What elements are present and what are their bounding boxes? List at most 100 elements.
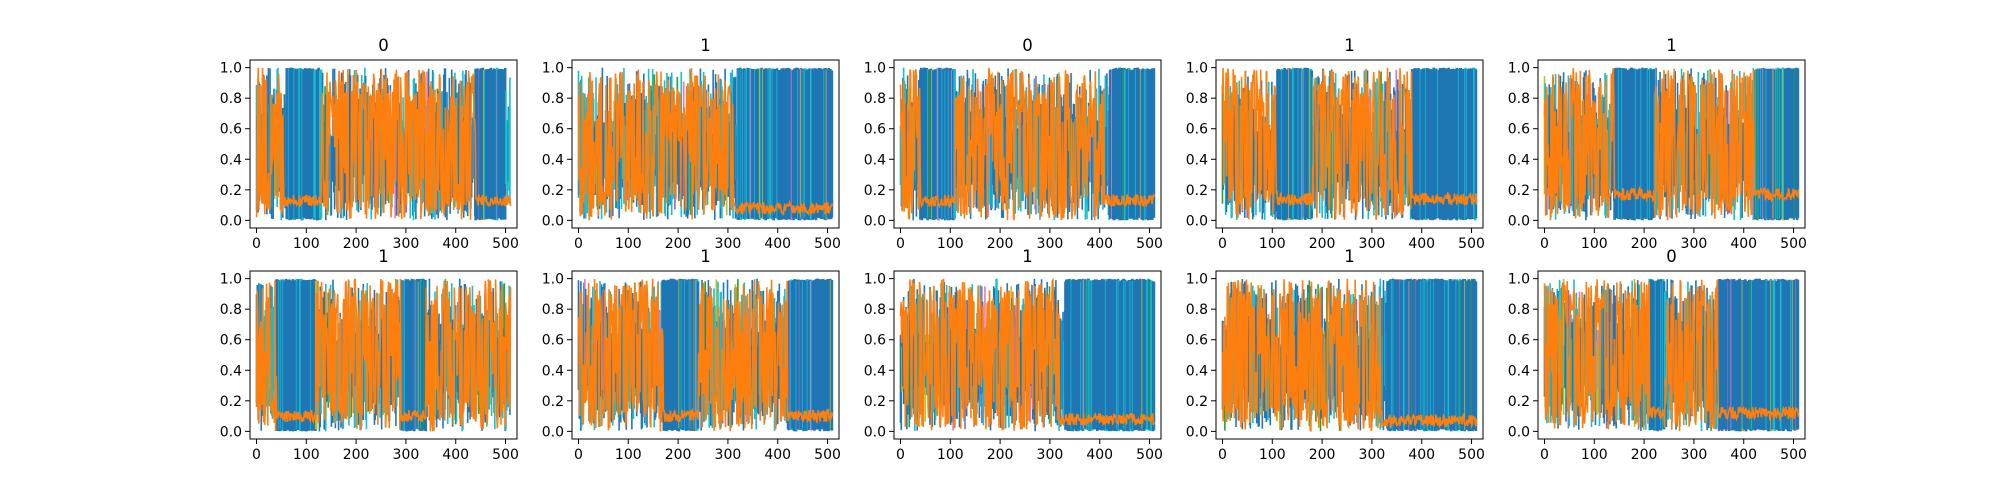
y-tick-label: 0.4 <box>1508 152 1530 168</box>
x-tick-label: 300 <box>1681 236 1708 252</box>
y-tick-label: 0.4 <box>220 152 242 168</box>
y-tick-label: 0.6 <box>1508 122 1530 138</box>
y-tick-label: 0.4 <box>864 152 886 168</box>
x-tick-label: 300 <box>715 447 742 463</box>
x-tick-label: 200 <box>987 447 1014 463</box>
axes-frame <box>893 59 1162 229</box>
y-tick-label: 0.2 <box>220 183 242 199</box>
x-tick-label: 400 <box>1730 447 1757 463</box>
y-tick-label: 0.4 <box>1186 363 1208 379</box>
x-tick-label: 200 <box>1631 447 1658 463</box>
subplot-9: 1 0 100 200 300 400 500 0.0 0.2 0.4 0.6 0.8 1.0 <box>1186 247 1485 463</box>
x-tick-label: 300 <box>1037 447 1064 463</box>
orange-series-line <box>1221 67 1478 220</box>
x-tick-label: 0 <box>896 236 905 252</box>
x-tick-label: 0 <box>252 447 261 463</box>
y-tick-label: 1.0 <box>1186 272 1208 288</box>
y-tick-label: 0.4 <box>1186 152 1208 168</box>
x-tick-label: 400 <box>1408 447 1435 463</box>
y-tick-label: 1.0 <box>542 272 564 288</box>
x-tick-label: 500 <box>492 447 519 463</box>
subplot-3: 0 0 100 200 300 400 500 0.0 0.2 0.4 0.6 0.8 1.0 <box>864 36 1163 252</box>
subplot-title: 0 <box>1666 247 1677 266</box>
y-tick-label: 0.0 <box>1508 424 1530 440</box>
subplot-title: 1 <box>700 247 711 266</box>
y-tick-label: 0.6 <box>220 122 242 138</box>
y-tick-label: 0.8 <box>220 302 242 318</box>
orange-series-line <box>577 278 834 432</box>
x-tick-label: 500 <box>1136 236 1163 252</box>
y-tick-label: 0.6 <box>1508 333 1530 349</box>
subplot-5: 1 0 100 200 300 400 500 0.0 0.2 0.4 0.6 0.8 1.0 <box>1508 36 1807 252</box>
y-tick-label: 0.8 <box>542 91 564 107</box>
x-tick-label: 0 <box>574 236 583 252</box>
y-tick-label: 0.4 <box>542 363 564 379</box>
y-tick-label: 0.2 <box>1508 183 1530 199</box>
orange-series-line <box>255 67 512 220</box>
orange-series-line <box>577 68 834 221</box>
orange-series-line <box>1543 68 1800 221</box>
y-tick-label: 0.8 <box>864 302 886 318</box>
x-tick-label: 0 <box>1218 447 1227 463</box>
x-tick-label: 0 <box>896 447 905 463</box>
x-tick-label: 500 <box>1458 236 1485 252</box>
x-tick-label: 100 <box>293 447 320 463</box>
y-tick-label: 0.6 <box>1186 333 1208 349</box>
subplot-6: 1 0 100 200 300 400 500 0.0 0.2 0.4 0.6 0.8 1.0 <box>220 247 519 463</box>
y-tick-label: 0.4 <box>864 363 886 379</box>
x-tick-label: 500 <box>814 447 841 463</box>
y-tick-label: 0.8 <box>1508 91 1530 107</box>
y-tick-label: 0.0 <box>220 424 242 440</box>
axes-frame <box>893 270 1162 440</box>
plot-area <box>899 67 1156 221</box>
y-tick-label: 1.0 <box>220 61 242 77</box>
y-tick-label: 0.2 <box>220 394 242 410</box>
orange-series-line <box>255 278 512 432</box>
x-tick-label: 100 <box>615 236 642 252</box>
y-tick-label: 0.8 <box>542 302 564 318</box>
subplot-1: 0 0 100 200 300 400 500 0.0 0.2 0.4 0.6 0.8 1.0 <box>220 36 519 252</box>
y-tick-label: 1.0 <box>220 272 242 288</box>
x-tick-label: 400 <box>764 236 791 252</box>
x-tick-label: 500 <box>1780 236 1807 252</box>
x-tick-label: 100 <box>615 447 642 463</box>
axes-frame <box>1215 270 1484 440</box>
y-tick-label: 1.0 <box>1508 61 1530 77</box>
subplot-4: 1 0 100 200 300 400 500 0.0 0.2 0.4 0.6 0.8 1.0 <box>1186 36 1485 252</box>
x-tick-label: 300 <box>1359 236 1386 252</box>
y-tick-label: 0.0 <box>542 424 564 440</box>
x-tick-label: 100 <box>1581 447 1608 463</box>
orange-series-line <box>1221 278 1478 432</box>
x-tick-label: 300 <box>393 447 420 463</box>
x-tick-label: 400 <box>1086 236 1113 252</box>
plot-area <box>577 67 834 221</box>
x-tick-label: 500 <box>1780 447 1807 463</box>
y-tick-label: 0.6 <box>220 333 242 349</box>
y-tick-label: 1.0 <box>864 272 886 288</box>
x-tick-label: 0 <box>1540 447 1549 463</box>
subplot-title: 1 <box>1344 36 1355 55</box>
x-tick-label: 500 <box>814 236 841 252</box>
y-tick-label: 0.0 <box>1508 213 1530 229</box>
x-tick-label: 200 <box>665 236 692 252</box>
y-tick-label: 0.4 <box>220 363 242 379</box>
orange-series-line <box>1543 279 1800 432</box>
x-tick-label: 200 <box>343 447 370 463</box>
y-tick-label: 0.0 <box>864 213 886 229</box>
x-tick-label: 500 <box>492 236 519 252</box>
x-tick-label: 200 <box>665 447 692 463</box>
x-tick-label: 100 <box>1259 236 1286 252</box>
y-tick-label: 0.4 <box>1508 363 1530 379</box>
plot-area <box>255 278 512 432</box>
x-tick-label: 400 <box>1730 236 1757 252</box>
y-tick-label: 1.0 <box>1508 272 1530 288</box>
y-tick-label: 0.6 <box>542 333 564 349</box>
y-tick-label: 0.6 <box>1186 122 1208 138</box>
y-tick-label: 1.0 <box>1186 61 1208 77</box>
subplot-title: 0 <box>1022 36 1033 55</box>
plot-area <box>1221 278 1478 432</box>
y-tick-label: 0.2 <box>864 394 886 410</box>
subplot-title: 1 <box>1344 247 1355 266</box>
x-tick-label: 300 <box>1681 447 1708 463</box>
